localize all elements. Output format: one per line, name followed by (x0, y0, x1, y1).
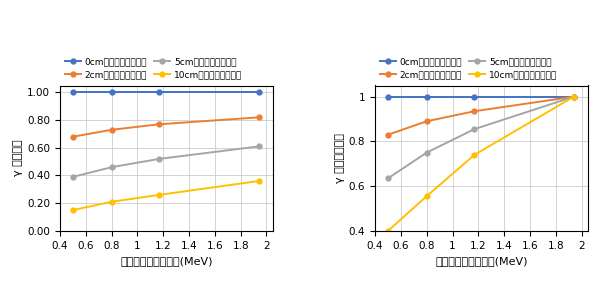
5cm厚を通過した場合 (385, 177, 392, 180)
10cm厚を通過した場合 (156, 193, 163, 197)
Line: 10cm厚を通過した場合: 10cm厚を通過した場合 (70, 179, 261, 213)
2cm厚を通過した場合 (156, 123, 163, 126)
10cm厚を通過した場合 (255, 179, 262, 183)
10cm厚を通過した場合 (108, 200, 115, 203)
Line: 2cm厚を通過した場合: 2cm厚を通過した場合 (386, 94, 576, 137)
2cm厚を通過した場合 (570, 95, 577, 98)
10cm厚を通過した場合 (385, 229, 392, 233)
2cm厚を通過した場合 (423, 120, 430, 123)
5cm厚を通過した場合 (108, 166, 115, 169)
2cm厚を通過した場合 (255, 116, 262, 119)
Y-axis label: γ 線透過率の比: γ 線透過率の比 (335, 133, 345, 183)
0cm厚を通過した場合 (108, 91, 115, 94)
0cm厚を通過した場合 (156, 91, 163, 94)
Line: 5cm厚を通過した場合: 5cm厚を通過した場合 (386, 94, 576, 181)
10cm厚を通過した場合 (70, 208, 77, 212)
5cm厚を通過した場合 (570, 95, 577, 98)
0cm厚を通過した場合 (423, 95, 430, 98)
2cm厚を通過した場合 (108, 128, 115, 131)
0cm厚を通過した場合 (70, 91, 77, 94)
Line: 0cm厚を通過した場合: 0cm厚を通過した場合 (70, 90, 261, 95)
10cm厚を通過した場合 (570, 95, 577, 98)
5cm厚を通過した場合 (471, 127, 478, 131)
0cm厚を通過した場合 (570, 95, 577, 98)
5cm厚を通過した場合 (156, 157, 163, 160)
Line: 10cm厚を通過した場合: 10cm厚を通過した場合 (386, 94, 576, 233)
Line: 2cm厚を通過した場合: 2cm厚を通過した場合 (70, 115, 261, 139)
Y-axis label: γ 線透過率: γ 線透過率 (13, 140, 23, 176)
5cm厚を通過した場合 (255, 145, 262, 148)
X-axis label: ガンマ線エネルギー(MeV): ガンマ線エネルギー(MeV) (120, 256, 213, 266)
X-axis label: ガンマ線エネルギー(MeV): ガンマ線エネルギー(MeV) (435, 256, 528, 266)
0cm厚を通過した場合 (385, 95, 392, 98)
2cm厚を通過した場合 (70, 135, 77, 139)
Line: 0cm厚を通過した場合: 0cm厚を通過した場合 (386, 94, 576, 99)
2cm厚を通過した場合 (385, 133, 392, 137)
0cm厚を通過した場合 (471, 95, 478, 98)
0cm厚を通過した場合 (255, 91, 262, 94)
2cm厚を通過した場合 (471, 109, 478, 113)
10cm厚を通過した場合 (423, 194, 430, 198)
Line: 5cm厚を通過した場合: 5cm厚を通過した場合 (70, 144, 261, 179)
5cm厚を通過した場合 (70, 175, 77, 179)
Legend: 0cm厚を通過した場合, 2cm厚を通過した場合, 5cm厚を通過した場合, 10cm厚を通過した場合: 0cm厚を通過した場合, 2cm厚を通過した場合, 5cm厚を通過した場合, 1… (65, 57, 242, 80)
Legend: 0cm厚を通過した場合, 2cm厚を通過した場合, 5cm厚を通過した場合, 10cm厚を通過した場合: 0cm厚を通過した場合, 2cm厚を通過した場合, 5cm厚を通過した場合, 1… (380, 57, 557, 80)
5cm厚を通過した場合 (423, 151, 430, 154)
10cm厚を通過した場合 (471, 153, 478, 156)
